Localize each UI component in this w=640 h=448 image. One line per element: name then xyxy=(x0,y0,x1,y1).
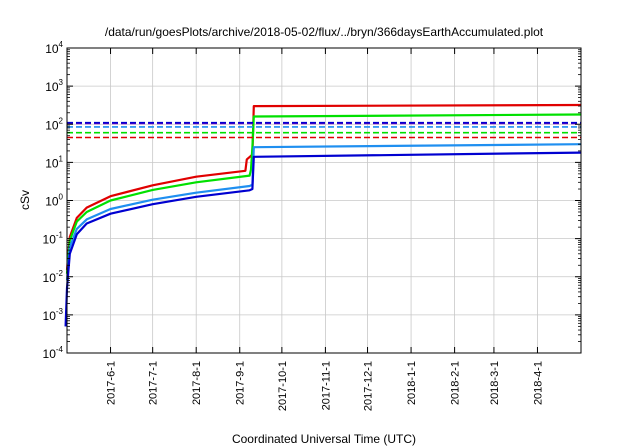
x-tick-labels: 2017-6-1 2017-7-1 2017-8-1 2017-9-1 2017-10-… xyxy=(106,361,545,411)
x-tick-label: 2017-10-1 xyxy=(277,361,289,411)
y-tick-label: 104 xyxy=(45,40,63,56)
series-line-3 xyxy=(64,151,582,327)
y-tick-label: 100 xyxy=(45,193,63,209)
y-tick-label: 10-4 xyxy=(43,345,64,361)
chart-title: /data/run/goesPlots/archive/2018-05-02/f… xyxy=(105,25,544,39)
tick-marks xyxy=(67,47,581,354)
y-tick-label: 10-3 xyxy=(43,307,64,323)
y-tick-label: 101 xyxy=(45,154,63,170)
y-tick-label: 103 xyxy=(45,78,63,94)
x-tick-label: 2018-4-1 xyxy=(532,361,544,405)
series-line-1 xyxy=(65,113,582,274)
y-tick-label: 10-1 xyxy=(43,231,64,247)
x-tick-label: 2017-8-1 xyxy=(191,361,203,405)
y-tick-labels: 10-4 10-3 10-2 10-1 100 101 102 103 104 xyxy=(43,40,64,361)
y-axis-label: cSv xyxy=(18,190,32,210)
y-tick-label: 102 xyxy=(45,116,63,132)
x-axis-label: Coordinated Universal Time (UTC) xyxy=(232,432,416,446)
x-tick-label: 2017-7-1 xyxy=(148,361,160,405)
x-tick-label: 2018-3-1 xyxy=(489,361,501,405)
grid-lines xyxy=(67,48,581,353)
x-tick-label: 2017-12-1 xyxy=(363,361,375,411)
x-tick-label: 2018-1-1 xyxy=(406,361,418,405)
series-layer xyxy=(64,103,582,327)
x-tick-label: 2017-11-1 xyxy=(320,361,332,410)
x-tick-label: 2018-2-1 xyxy=(450,361,462,405)
y-tick-label: 10-2 xyxy=(43,269,64,285)
x-tick-label: 2017-6-1 xyxy=(106,361,118,405)
x-tick-label: 2017-9-1 xyxy=(235,361,247,405)
